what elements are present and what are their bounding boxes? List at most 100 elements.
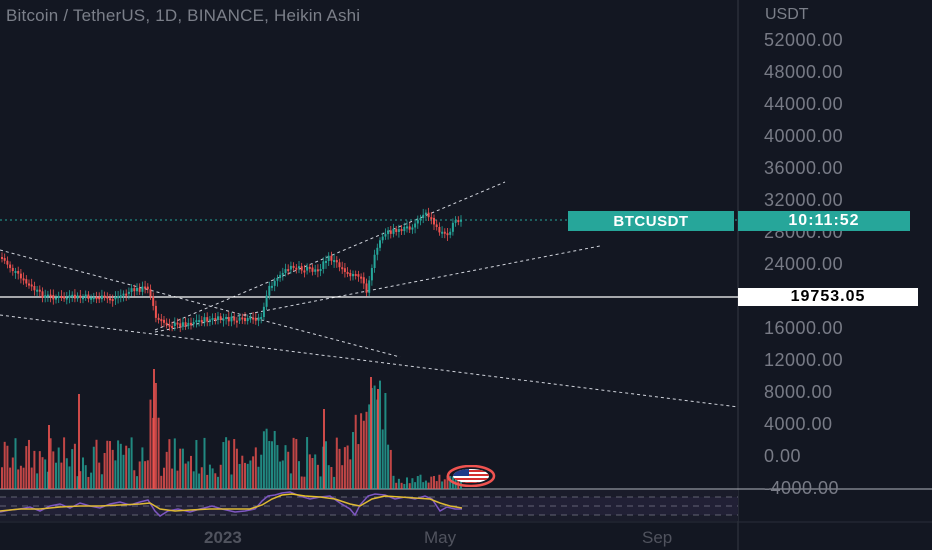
volume-bar <box>287 451 290 489</box>
volume-bar <box>360 413 363 489</box>
volume-bar <box>136 476 138 489</box>
volume-bar <box>235 448 238 489</box>
symbol-badge[interactable]: BTCUSDT <box>568 211 734 231</box>
volume-bar <box>349 459 352 489</box>
volume-bar <box>292 437 295 489</box>
volume-bar <box>257 466 260 489</box>
candles <box>1 207 462 333</box>
volume-bar <box>98 462 101 489</box>
volume-bar <box>422 482 425 489</box>
volume-bar <box>330 467 333 489</box>
volume-bar <box>295 439 298 489</box>
volume-bar <box>103 452 106 489</box>
volume-bar <box>323 409 325 489</box>
volume-bar <box>377 389 379 489</box>
price-tick: 40000.00 <box>764 126 844 146</box>
volume-bar <box>384 393 387 489</box>
volume-bar <box>127 448 130 489</box>
price-tick: 36000.00 <box>764 158 844 178</box>
volume-bar <box>92 446 95 489</box>
volume-bar <box>160 475 163 489</box>
volume-bar <box>260 454 263 489</box>
volume-bar <box>357 444 360 489</box>
volume-bar <box>219 464 222 489</box>
volume-bar <box>424 480 427 489</box>
us-flag-icon[interactable] <box>446 464 496 488</box>
volume-bar <box>335 437 338 489</box>
volume-bar <box>389 449 392 489</box>
volume-bar <box>306 437 309 489</box>
chart-title: Bitcoin / TetherUS, 1D, BINANCE, Heikin … <box>6 6 361 25</box>
volume-bar <box>33 450 36 489</box>
volume-bar <box>125 445 128 489</box>
volume-bar <box>433 476 435 489</box>
volume-bar <box>6 445 9 489</box>
volume-bar <box>1 467 3 489</box>
volume-bar <box>46 471 49 489</box>
price-tick: 44000.00 <box>764 94 844 114</box>
volume-bar <box>362 420 365 489</box>
volume-bar <box>268 440 271 489</box>
volume-bar <box>289 473 292 489</box>
volume-bar <box>225 437 228 489</box>
volume-bar <box>122 454 125 489</box>
volume-bar <box>254 447 257 489</box>
volume-bar <box>346 445 349 489</box>
volume-bar <box>281 460 284 489</box>
volume-bar <box>133 470 136 489</box>
volume-bar <box>325 441 327 489</box>
volume-bar <box>387 444 390 489</box>
volume-bar <box>60 462 63 489</box>
rsi-band-lines <box>0 496 738 516</box>
volume-bar <box>117 440 120 489</box>
volume-bar <box>138 461 141 489</box>
volume-bar <box>153 369 155 489</box>
volume-bar <box>449 476 452 489</box>
volume-bar <box>365 411 368 489</box>
volume-bar <box>57 447 60 489</box>
volume-bar <box>181 448 184 489</box>
volume-bar <box>63 437 66 489</box>
price-tick: 16000.00 <box>764 318 844 338</box>
volume-bar <box>90 472 93 489</box>
volume-bar <box>438 474 441 489</box>
volume-bar <box>430 476 433 489</box>
volume-bar <box>52 451 55 489</box>
volume-bars <box>1 369 462 489</box>
volume-bar <box>414 482 417 489</box>
volume-bar <box>241 455 244 489</box>
volume-bar <box>144 461 147 489</box>
signal-line <box>0 493 463 512</box>
volume-bar <box>446 475 449 489</box>
volume-bar <box>179 448 182 489</box>
volume-bar <box>203 437 206 489</box>
volume-bar <box>141 447 144 489</box>
countdown-badge: 10:11:52 <box>738 211 910 231</box>
horizontal-line-price-badge[interactable]: 19753.05 <box>738 288 918 306</box>
volume-bar <box>341 465 344 489</box>
volume-bar <box>252 456 255 489</box>
volume-bar <box>206 474 209 489</box>
volume-bar <box>176 470 179 489</box>
volume-bar <box>22 467 25 489</box>
volume-bar <box>65 458 68 489</box>
volume-bar <box>79 471 82 489</box>
volume-bar <box>171 468 174 489</box>
volume-bar <box>163 467 165 489</box>
volume-bar <box>352 432 354 489</box>
volume-bar <box>276 445 279 489</box>
volume-bar <box>82 457 84 489</box>
price-tick: 12000.00 <box>764 350 844 370</box>
volume-bar <box>214 473 217 489</box>
volume-bar <box>157 417 160 489</box>
volume-bar <box>30 467 33 489</box>
volume-bar <box>279 461 282 489</box>
volume-bar <box>3 441 6 489</box>
volume-bar <box>381 429 384 489</box>
volume-bar <box>233 439 236 489</box>
volume-bar <box>403 483 406 489</box>
volume-bar <box>370 377 372 489</box>
volume-bar <box>25 446 28 489</box>
volume-bar <box>308 454 311 489</box>
